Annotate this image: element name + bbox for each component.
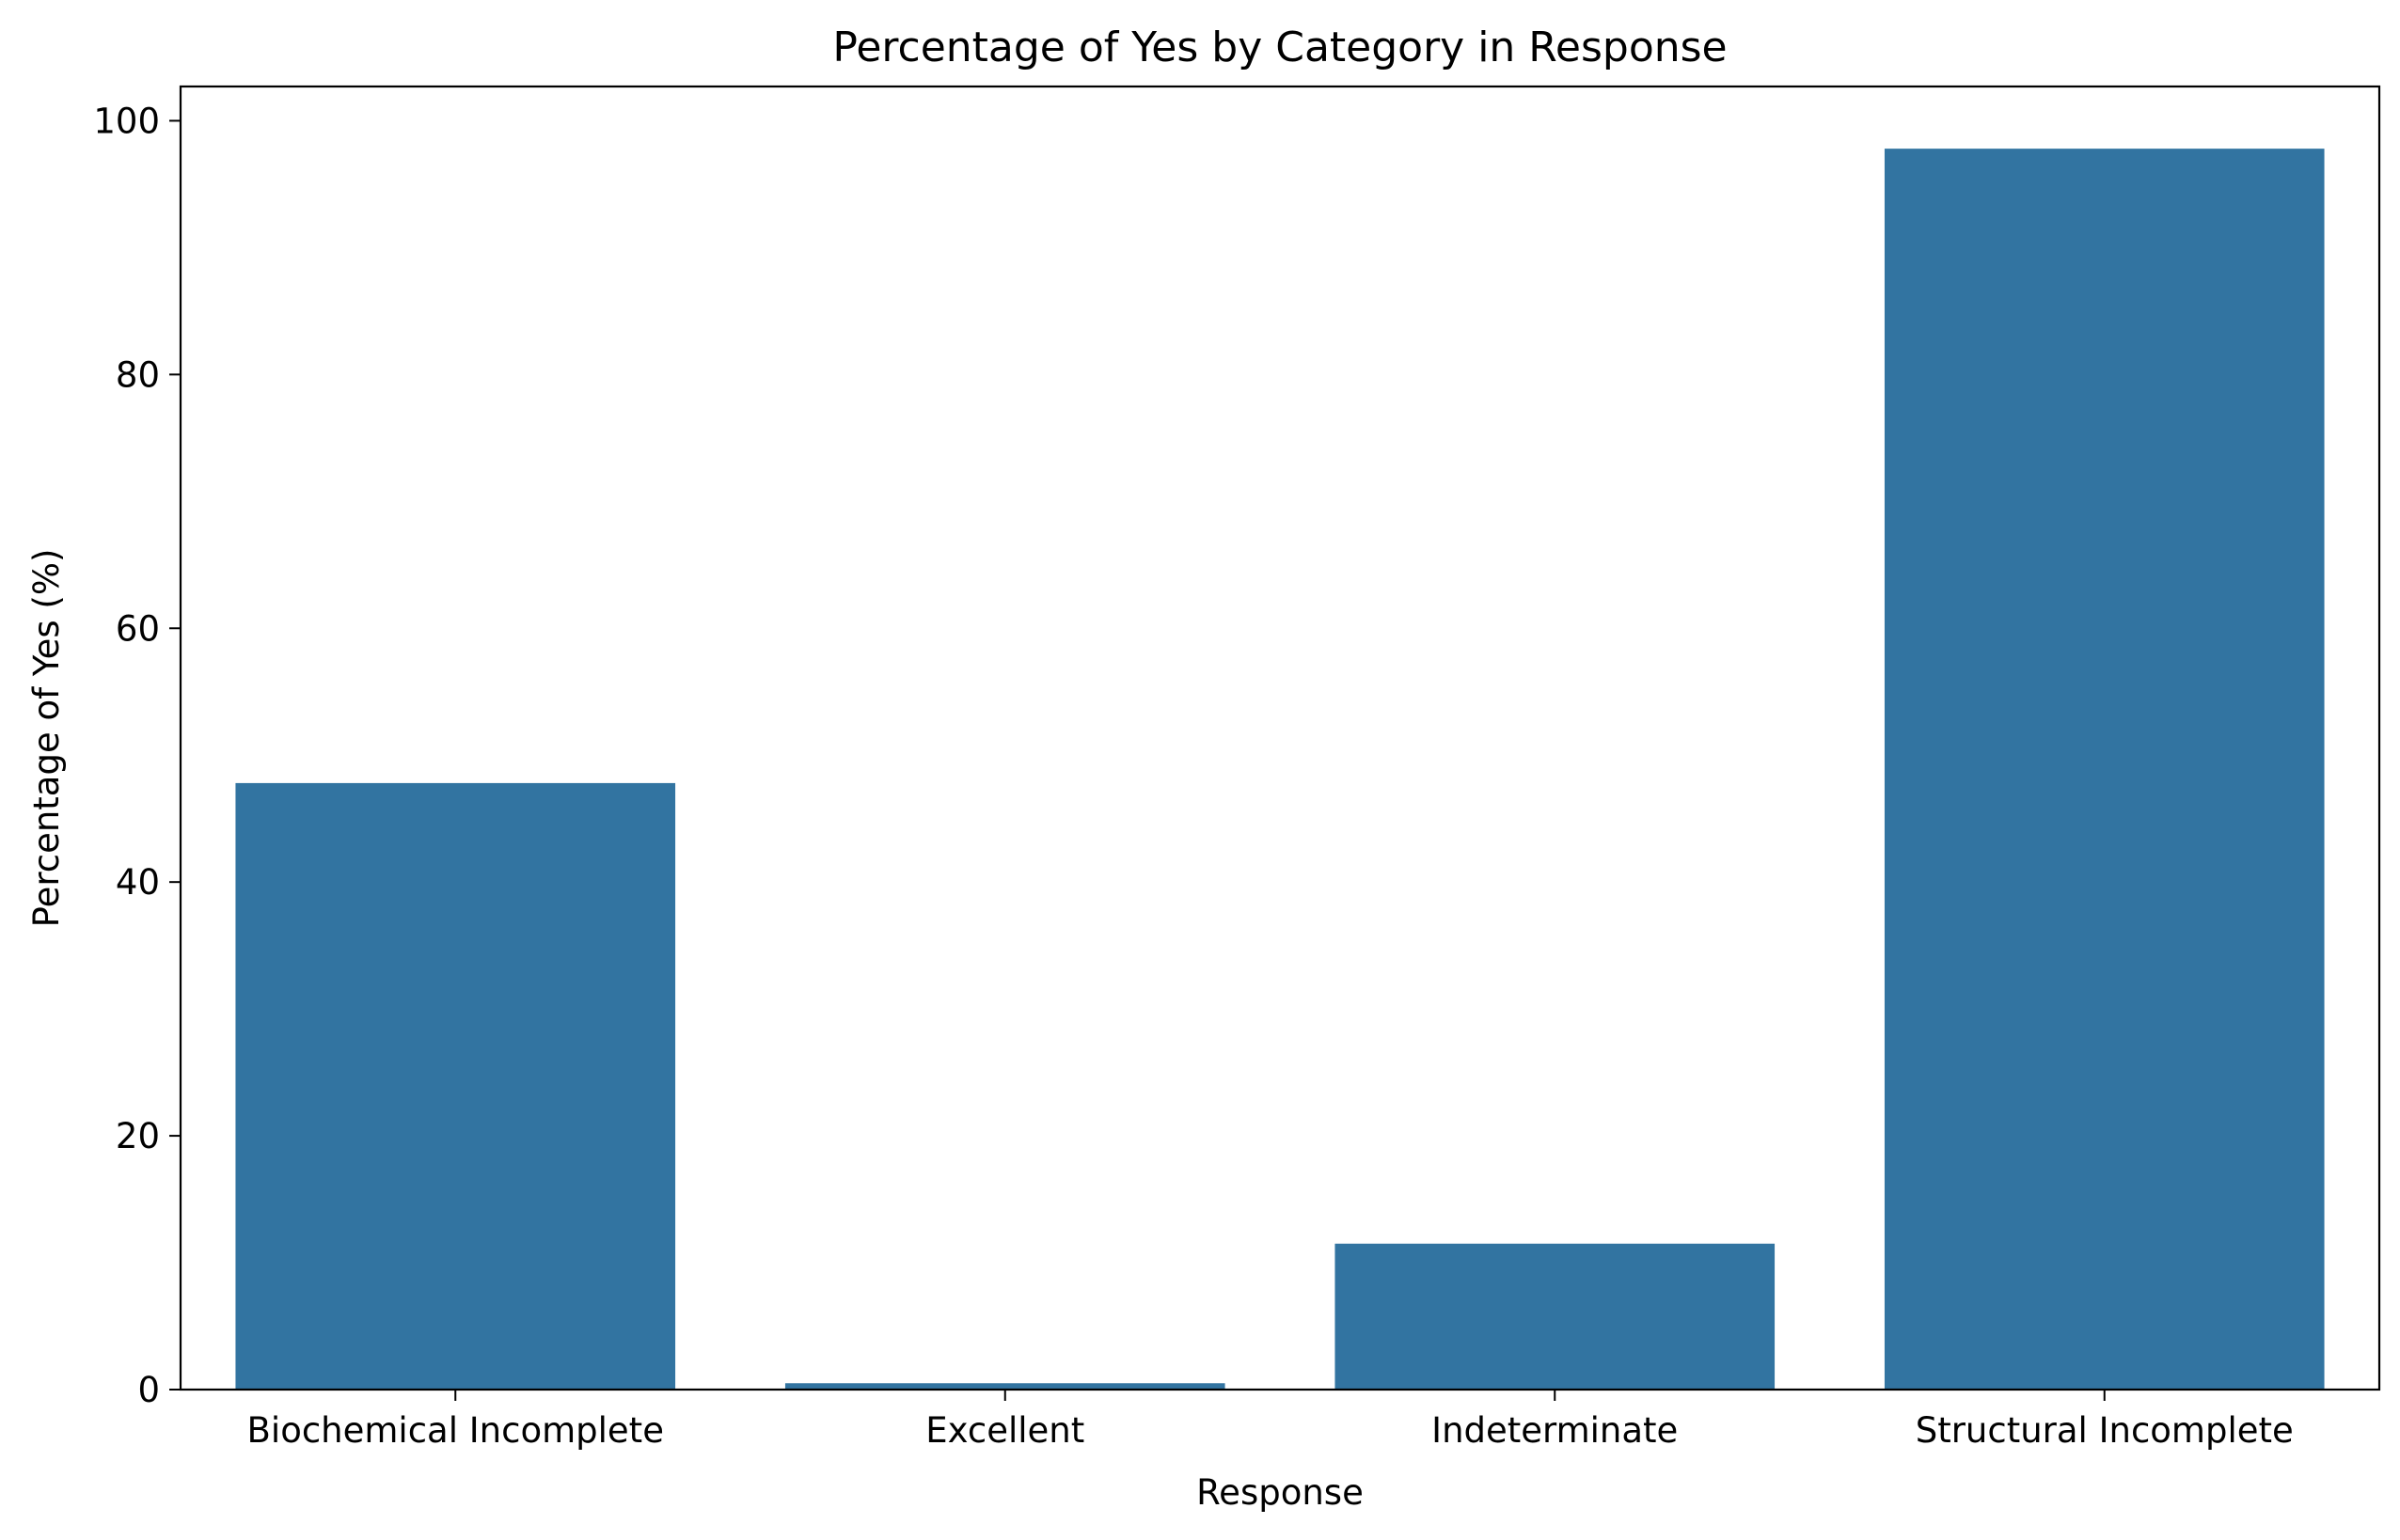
y-tick-label: 0 (137, 1370, 160, 1410)
x-axis-label: Response (1196, 1472, 1364, 1513)
y-tick-label: 60 (116, 608, 160, 649)
y-tick-label: 100 (93, 101, 160, 141)
bar-structural-incomplete (1884, 149, 2325, 1390)
bar-biochemical-incomplete (235, 782, 676, 1390)
bar-excellent (784, 1383, 1225, 1390)
x-tick-label: Indeterminate (1431, 1410, 1678, 1451)
bars-group (235, 149, 2325, 1390)
x-tick-label: Structural Incomplete (1916, 1410, 2294, 1451)
bar-indeterminate (1334, 1243, 1776, 1390)
y-tick-label: 40 (116, 862, 160, 903)
x-tick-label: Biochemical Incomplete (247, 1410, 664, 1451)
x-axis: Biochemical Incomplete Excellent Indetermi… (247, 1390, 2294, 1451)
plot-frame (179, 85, 2381, 1391)
y-axis-label: Percentage of Yes (%) (26, 549, 67, 928)
y-tick-label: 20 (116, 1116, 160, 1156)
x-tick-label: Excellent (925, 1410, 1084, 1451)
y-axis: 0 20 40 60 80 100 (93, 101, 181, 1410)
y-tick-label: 80 (116, 354, 160, 395)
chart-title: Percentage of Yes by Category in Respons… (832, 24, 1727, 71)
